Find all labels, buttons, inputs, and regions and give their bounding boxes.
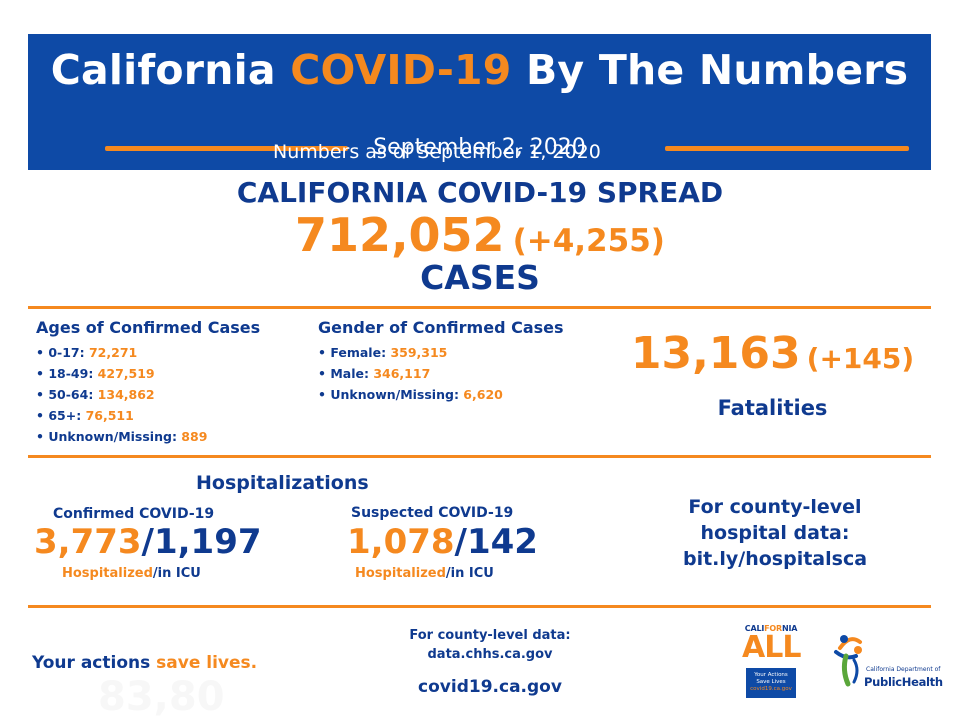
california-all-logo: CALIFORNIA ALL Your Actions Save Lives c… [742,624,801,702]
ages-value: 72,271 [88,345,138,360]
cdph-logo-small-text: California Department of [866,666,941,673]
confirmed-title: Confirmed COVID-19 [53,506,215,522]
confirmed-sub-hospitalized: Hospitalized [62,566,153,581]
ages-value: 76,511 [85,408,134,423]
suspected-numbers: 1,078/142 [347,522,538,562]
suspected-sub-icu: /in ICU [445,566,494,581]
gender-value: 346,117 [373,366,431,381]
section-divider [28,455,931,458]
ages-heading: Ages of Confirmed Cases [36,318,261,337]
ages-value: 427,519 [97,366,155,381]
ages-item-18-49: • 18-49: 427,519 [36,363,207,384]
ages-value: 134,862 [97,387,155,402]
cdph-logo-big-text: PublicHealth [864,675,943,689]
ca-all-box-line-1: Your Actions [754,672,788,678]
data-as-of: Numbers as of September 1, 2020 [273,141,601,163]
ca-all-box-line-3: covid19.ca.gov [750,686,792,692]
ages-label: • 65+: [36,408,86,423]
website-link[interactable]: covid19.ca.gov [418,677,562,697]
ages-label: • 50-64: [36,387,98,402]
tagline-part-2: save lives. [156,653,258,673]
suspected-sub-hospitalized: Hospitalized [355,566,446,581]
suspected-icu: 142 [466,522,538,562]
ca-all-logo-box: Your Actions Save Lives covid19.ca.gov [746,668,796,698]
gender-value: 6,620 [463,387,503,402]
ages-item-65-plus: • 65+: 76,511 [36,405,207,426]
ages-item-50-64: • 50-64: 134,862 [36,384,207,405]
case-count: 712,052 (+4,255) [0,208,960,262]
cdph-figure-icon [834,635,862,687]
gender-value: 359,315 [390,345,448,360]
fatality-label: Fatalities [717,396,828,420]
title-part-california: California [50,46,291,94]
case-change: (+4,255) [512,223,665,259]
confirmed-numbers: 3,773/1,197 [34,522,262,562]
banner-rule-left [105,146,348,151]
confirmed-separator: / [141,522,154,562]
case-unit: CASES [420,258,540,297]
ca-all-logo-top: CALIFORNIA [742,624,800,633]
ages-item-0-17: • 0-17: 72,271 [36,342,207,363]
county-hospital-link[interactable]: bit.ly/hospitalsca [682,548,868,570]
fatality-change: (+145) [806,342,915,375]
cdph-logo: California Department of PublicHealth [832,630,943,696]
gender-label: • Unknown/Missing: [318,387,464,402]
ca-all-top-2: FOR [764,624,782,633]
county-hospital-line-2: hospital data: [700,522,850,544]
suspected-subtitle: Hospitalized/in ICU [355,566,494,581]
ages-value: 889 [181,429,208,444]
section-divider [28,605,931,608]
confirmed-icu: 1,197 [153,522,262,562]
county-data-label: For county-level data: [409,628,571,643]
title-part-covid: COVID-19 [290,46,512,94]
ca-all-top-3: NIA [781,624,798,633]
page-title: California COVID-19 By The Numbers [28,46,931,94]
ages-label: • 0-17: [36,345,89,360]
title-part-by-the-numbers: By The Numbers [511,46,909,94]
tagline: Your actions save lives. [32,653,257,673]
ca-all-logo-word: ALL [742,630,801,665]
fatality-count: 13,163 (+145) [610,328,935,379]
gender-list: • Female: 359,315 • Male: 346,117 • Unkn… [318,342,503,405]
confirmed-sub-icu: /in ICU [152,566,201,581]
gender-heading: Gender of Confirmed Cases [318,318,564,337]
gender-item-unknown: • Unknown/Missing: 6,620 [318,384,503,405]
case-total: 712,052 [295,208,505,262]
gender-item-female: • Female: 359,315 [318,342,503,363]
ca-all-box-line-2: Save Lives [756,679,786,685]
ages-item-unknown: • Unknown/Missing: 889 [36,426,207,447]
county-hospital-line-1: For county-level [688,496,862,518]
header-banner: California COVID-19 By The Numbers Septe… [28,34,931,170]
suspected-separator: / [454,522,467,562]
suspected-title: Suspected COVID-19 [351,505,514,521]
county-hospital-data: For county-level hospital data: bit.ly/h… [640,494,910,572]
county-data-link[interactable]: data.chhs.ca.gov [427,647,553,662]
ages-list: • 0-17: 72,271 • 18-49: 427,519 • 50-64:… [36,342,207,447]
ca-all-top-1: CALI [744,624,765,633]
ages-label: • Unknown/Missing: [36,429,182,444]
gender-label: • Male: [318,366,374,381]
fatality-total: 13,163 [630,328,801,379]
ghost-watermark-number: 83,80 [98,674,225,720]
confirmed-hospitalized: 3,773 [34,522,142,562]
confirmed-subtitle: Hospitalized/in ICU [62,566,201,581]
tagline-part-1: Your actions [32,653,157,673]
county-data: For county-level data: data.chhs.ca.gov [400,626,580,664]
gender-item-male: • Male: 346,117 [318,363,503,384]
banner-rule-right [665,146,909,151]
report-date: September 2, 2020 [373,135,586,160]
section-divider [28,306,931,309]
spread-heading: CALIFORNIA COVID-19 SPREAD [236,176,724,209]
hospitalizations-heading: Hospitalizations [196,472,369,494]
ages-label: • 18-49: [36,366,98,381]
suspected-hospitalized: 1,078 [347,522,455,562]
gender-label: • Female: [318,345,391,360]
